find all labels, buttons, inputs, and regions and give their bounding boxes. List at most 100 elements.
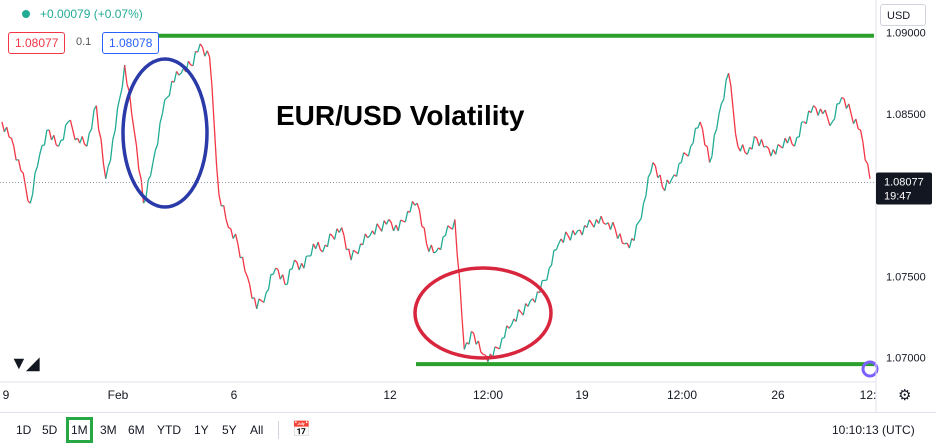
price-segment <box>547 268 549 280</box>
range-all-button[interactable]: All <box>250 423 263 437</box>
price-segment <box>115 108 117 130</box>
price-segment <box>35 167 37 173</box>
range-3m-button[interactable]: 3M <box>100 423 117 437</box>
price-segment <box>167 95 169 97</box>
price-segment <box>174 71 176 82</box>
price-segment <box>790 136 792 144</box>
price-segment <box>868 164 870 179</box>
tradingview-logo: ▼◢ <box>10 353 38 374</box>
price-segment <box>299 263 301 270</box>
price-segment <box>549 265 551 268</box>
price-segment <box>294 260 296 262</box>
price-segment <box>179 73 181 75</box>
price-segment <box>363 234 365 245</box>
price-segment <box>96 106 98 130</box>
price-segment <box>714 129 716 135</box>
x-tick-label: 12 <box>383 388 397 402</box>
price-chart[interactable]: 1.090001.085001.080001.075001.070009Feb6… <box>0 0 936 412</box>
price-segment <box>273 268 275 274</box>
price-segment <box>445 226 447 236</box>
range-1y-button[interactable]: 1Y <box>194 423 209 437</box>
price-segment <box>44 130 46 145</box>
currency-selector[interactable]: USD <box>880 4 926 26</box>
sell-price-button[interactable]: 1.08077 <box>8 32 65 54</box>
price-segment <box>622 243 624 244</box>
price-segment <box>766 146 768 148</box>
y-tick-label: 1.07000 <box>886 353 926 365</box>
price-segment <box>207 51 209 57</box>
market-status-dot <box>22 10 30 18</box>
price-segment <box>535 292 537 303</box>
price-segment <box>217 166 219 195</box>
price-segment <box>132 114 134 130</box>
price-segment <box>49 130 51 140</box>
price-segment <box>684 153 686 155</box>
range-1m-button[interactable]: 1M <box>66 417 93 443</box>
price-segment <box>615 229 617 239</box>
price-segment <box>323 245 325 252</box>
price-segment <box>70 120 72 130</box>
price-segment <box>405 211 407 222</box>
price-segment <box>113 130 115 139</box>
price-segment <box>719 104 721 114</box>
toolbar-divider <box>278 421 279 439</box>
price-segment <box>769 148 771 156</box>
price-segment <box>419 210 421 226</box>
price-segment <box>660 175 662 187</box>
price-segment <box>783 138 785 148</box>
price-segment <box>278 269 280 279</box>
chart-annotation-title: EUR/USD Volatility <box>276 100 524 132</box>
price-segment <box>839 98 841 104</box>
settings-gear-icon[interactable]: ⚙ <box>898 386 911 404</box>
price-segment <box>646 177 648 196</box>
range-6m-button[interactable]: 6M <box>128 423 145 437</box>
price-segment <box>328 234 330 247</box>
price-segment <box>231 229 233 239</box>
price-segment <box>7 127 9 137</box>
price-segment <box>589 220 591 224</box>
range-5y-button[interactable]: 5Y <box>222 423 237 437</box>
price-segment <box>731 86 733 110</box>
date-range-calendar-icon[interactable]: 📅 <box>292 420 311 438</box>
price-segment <box>283 275 285 285</box>
bottom-ellipse-highlight <box>415 268 551 358</box>
price-segment <box>710 156 712 162</box>
y-tick-label: 1.08500 <box>886 109 926 121</box>
price-segment <box>601 216 603 223</box>
price-segment <box>443 236 445 237</box>
price-segment <box>398 220 400 231</box>
price-segment <box>99 130 101 140</box>
price-segment <box>528 301 530 307</box>
price-segment <box>59 140 61 146</box>
price-segment <box>462 317 464 350</box>
price-segment <box>73 130 75 140</box>
price-segment <box>641 203 643 218</box>
price-segment <box>358 244 360 254</box>
range-1d-button[interactable]: 1D <box>16 423 31 437</box>
price-segment <box>832 119 834 122</box>
price-segment <box>721 99 723 103</box>
price-segment <box>776 145 778 155</box>
y-tick-label: 1.09000 <box>886 28 926 40</box>
price-segment <box>344 236 346 250</box>
x-tick-label: 12:00 <box>667 388 697 402</box>
price-segment <box>634 225 636 240</box>
price-segment <box>66 122 68 125</box>
price-segment <box>238 244 240 258</box>
range-ytd-button[interactable]: YTD <box>157 423 181 437</box>
price-segment <box>752 136 754 149</box>
price-segment <box>311 244 313 256</box>
range-5d-button[interactable]: 5D <box>42 423 57 437</box>
price-segment <box>448 226 450 228</box>
price-segment <box>655 166 657 178</box>
bar-countdown: 19:47 <box>884 191 912 203</box>
price-segment <box>125 65 127 84</box>
price-segment <box>264 293 266 303</box>
price-segment <box>136 145 138 169</box>
buy-price-button[interactable]: 1.08078 <box>102 32 159 54</box>
price-segment <box>118 98 120 108</box>
price-segment <box>700 122 702 129</box>
price-segment <box>816 108 818 116</box>
price-change: +0.00079 (+0.07%) <box>40 7 143 21</box>
x-tick-label: 12:00 <box>473 388 503 402</box>
